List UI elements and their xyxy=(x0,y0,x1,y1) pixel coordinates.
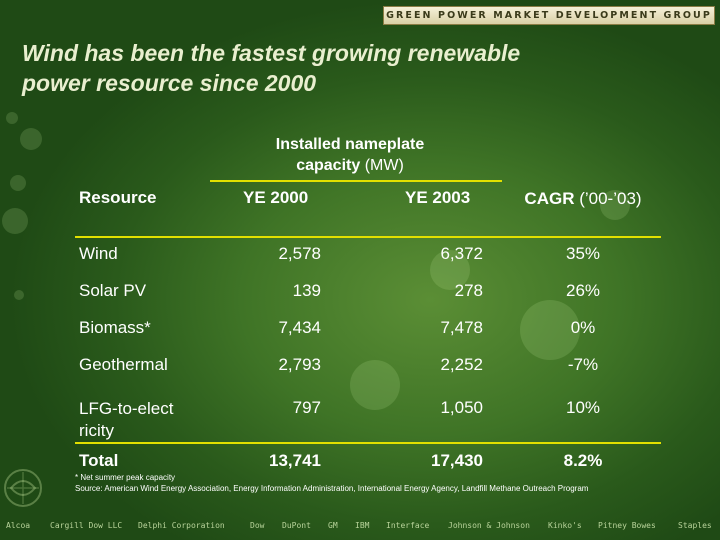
title-line-2: power resource since 2000 xyxy=(22,70,317,96)
row-wind-ye2000: 2,578 xyxy=(278,244,321,263)
row-solar-cagr: 26% xyxy=(565,281,601,300)
title-line-1: Wind has been the fastest growing renewa… xyxy=(22,40,521,66)
row-lfg-cagr: 10% xyxy=(565,398,601,417)
footer-company: Staples xyxy=(678,521,712,530)
footer-company: DuPont xyxy=(282,521,311,530)
row-lfg-ye2000: 797 xyxy=(292,398,321,417)
column-header-resource: Resource xyxy=(79,188,157,207)
row-geothermal-resource: Geothermal xyxy=(79,355,168,374)
capacity-header-unit: (MW) xyxy=(360,157,404,174)
footnote-source: Source: American Wind Energy Association… xyxy=(75,484,589,493)
row-geothermal-ye2003: 2,252 xyxy=(440,355,483,374)
row-wind-resource: Wind xyxy=(79,244,118,263)
header-underline xyxy=(75,236,661,238)
footer-company: Alcoa xyxy=(6,521,31,530)
footer-company: Pitney Bowes xyxy=(598,521,656,530)
row-biomass-ye2003: 7,478 xyxy=(440,318,483,337)
column-header-ye2000: YE 2000 xyxy=(243,188,309,207)
footer-company: Interface xyxy=(386,521,430,530)
column-header-ye2003: YE 2003 xyxy=(405,188,471,207)
row-biomass-ye2000: 7,434 xyxy=(278,318,321,337)
column-header-cagr: CAGR (’00-’03) xyxy=(523,188,643,210)
row-biomass-cagr: 0% xyxy=(570,318,596,337)
row-wind-cagr: 35% xyxy=(565,244,601,263)
row-total-ye2003: 17,430 xyxy=(431,451,483,470)
brand-banner: GREEN POWER MARKET DEVELOPMENT GROUP xyxy=(383,6,715,25)
capacity-underline xyxy=(210,180,502,182)
row-lfg-ye2003: 1,050 xyxy=(440,398,483,417)
row-solar-ye2003: 278 xyxy=(454,281,483,300)
row-wind-ye2003: 6,372 xyxy=(440,244,483,263)
footer-company: Johnson & Johnson xyxy=(448,521,530,530)
row-total-ye2000: 13,741 xyxy=(269,451,321,470)
capacity-header: Installed nameplate capacity (MW) xyxy=(245,134,455,176)
row-geothermal-cagr: -7% xyxy=(567,355,599,374)
row-total-cagr: 8.2% xyxy=(563,451,603,470)
row-lfg-resource: LFG-to-electricity xyxy=(79,399,174,440)
row-solar-ye2000: 139 xyxy=(292,281,321,300)
footer-company: Kinko's xyxy=(548,521,582,530)
cagr-header-label: CAGR xyxy=(524,189,575,208)
footnote-asterisk: * Net summer peak capacity xyxy=(75,473,176,482)
footer-company: GM xyxy=(328,521,338,530)
footer-company: Dow xyxy=(250,521,265,530)
footer-companies: Alcoa Cargill Dow LLC Delphi Corporation… xyxy=(0,517,720,535)
slide-title: Wind has been the fastest growing renewa… xyxy=(22,38,702,98)
capacity-header-label: Installed nameplate capacity xyxy=(275,136,425,174)
row-total-resource: Total xyxy=(79,451,119,470)
row-biomass-resource: Biomass* xyxy=(79,318,151,337)
total-overline xyxy=(75,442,661,444)
row-geothermal-ye2000: 2,793 xyxy=(278,355,321,374)
gpmdg-logo-icon xyxy=(4,469,42,507)
row-solar-resource: Solar PV xyxy=(79,281,147,300)
footer-company: Cargill Dow LLC xyxy=(50,521,123,530)
cagr-header-years: (’00-’03) xyxy=(574,189,642,208)
footer-company: Delphi Corporation xyxy=(138,521,225,530)
footer-company: IBM xyxy=(355,521,370,530)
